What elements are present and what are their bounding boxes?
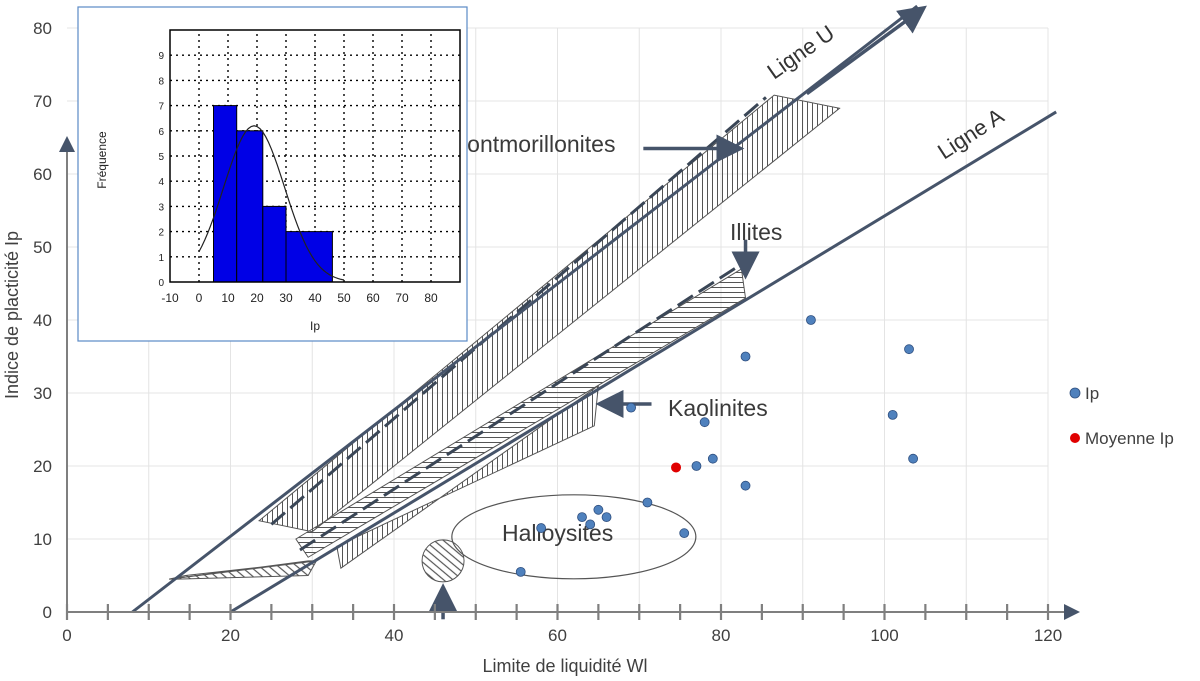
inset-y-tick-label: 0 [158, 278, 164, 289]
y-tick-label: 10 [33, 530, 52, 549]
data-point-ip [740, 480, 751, 491]
y-axis-title: Indice de placticité Ip [2, 231, 22, 399]
data-point-ip [585, 519, 596, 530]
y-tick-label: 80 [33, 19, 52, 38]
x-tick-label: 60 [548, 626, 567, 645]
inset-x-axis-title: Ip [310, 319, 320, 333]
data-points [515, 315, 919, 577]
inset-y-tick-label: 6 [158, 127, 164, 138]
ligne-u-arrow [805, 5, 927, 96]
illites-label: Illites [730, 219, 782, 245]
x-tick-label: 80 [712, 626, 731, 645]
legend-label-moyenne: Moyenne Ip [1085, 429, 1174, 448]
inset-x-tick-labels: -10 0 10 20 30 40 50 60 70 80 [161, 291, 438, 305]
legend-label-ip: Ip [1085, 384, 1099, 403]
reference-lines [131, 4, 1057, 620]
y-tick-labels: 0 10 20 30 40 50 60 70 80 [33, 19, 52, 622]
inset-x-tick-label: 50 [337, 291, 351, 305]
inset-x-tick-label: 70 [395, 291, 409, 305]
histogram-bar [236, 130, 264, 283]
y-tick-label: 60 [33, 165, 52, 184]
inset-y-tick-label: 7 [158, 102, 164, 113]
kaolinite-zone [336, 384, 599, 570]
y-tick-label: 0 [43, 603, 52, 622]
inset-x-tick-label: 10 [221, 291, 235, 305]
inset-normal-curve [198, 125, 345, 281]
ligne-u [131, 4, 919, 614]
illite-boundary [299, 260, 747, 552]
data-point-moyenne [671, 462, 682, 473]
inset-x-tick-label: 60 [366, 291, 380, 305]
data-point-ip [626, 402, 636, 413]
data-point-ip [908, 453, 919, 464]
montmorillonite-boundary [270, 96, 767, 526]
data-point-ip [642, 497, 653, 508]
inset-y-tick-label: 5 [158, 152, 164, 163]
montmorillonites-label: Montmorillonites [448, 131, 615, 157]
data-point-ip [707, 453, 718, 464]
x-tick-label: 40 [385, 626, 404, 645]
x-tick-label: 20 [221, 626, 240, 645]
data-point-ip [691, 461, 702, 471]
inset-bars [213, 105, 333, 283]
y-tick-label: 40 [33, 311, 52, 330]
axes [59, 136, 1080, 620]
data-point-ip [601, 512, 612, 522]
legend-marker-ip [1069, 387, 1081, 399]
legend-marker-moyenne [1070, 433, 1080, 443]
histogram-bar [262, 205, 287, 283]
ligne-a-label: Ligne A [933, 103, 1008, 164]
inset-x-tick-label: 80 [424, 291, 438, 305]
halloysites-label: Halloysites [502, 520, 613, 546]
data-point-ip [887, 409, 898, 420]
data-point-ip [593, 504, 604, 515]
inset-y-axis-title: Fréquence [95, 131, 109, 189]
illite-zone [295, 268, 747, 558]
inset-histogram: -10 0 10 20 30 40 50 60 70 80 0 1 2 3 4 5 6 7 8 9 Ip Fréqu… [77, 6, 468, 342]
data-point-ip [577, 512, 587, 522]
histogram-bar [285, 231, 333, 283]
data-point-ip [536, 523, 547, 533]
data-point-ip [699, 417, 710, 428]
inset-x-tick-label: 20 [250, 291, 264, 305]
ligne-a [229, 110, 1057, 614]
inset-x-tick-label: 0 [196, 291, 203, 305]
inset-y-tick-label: 1 [158, 253, 164, 264]
y-tick-label: 70 [33, 92, 52, 111]
x-tick-label: 0 [62, 626, 71, 645]
y-tick-label: 50 [33, 238, 52, 257]
kaolinites-label: Kaolinites [668, 395, 768, 421]
data-point-ip [515, 566, 526, 577]
data-point-ip [679, 528, 690, 539]
inset-y-tick-label: 4 [158, 177, 164, 188]
x-tick-label: 120 [1034, 626, 1062, 645]
inset-x-tick-label: -10 [161, 291, 179, 305]
data-point-ip [806, 315, 816, 325]
inset-y-tick-label: 2 [158, 228, 164, 239]
data-point-ip [740, 351, 751, 362]
x-tick-label: 100 [870, 626, 898, 645]
halloysite-hatched-circle [421, 539, 465, 583]
low-plasticity-zone [169, 560, 318, 580]
inset-plot-border [169, 29, 461, 283]
inset-x-tick-label: 30 [279, 291, 293, 305]
inset-y-tick-label: 8 [158, 76, 164, 87]
y-tick-label: 20 [33, 457, 52, 476]
inset-x-tick-label: 40 [308, 291, 322, 305]
data-point-ip [904, 344, 914, 355]
inset-y-tick-labels: 0 1 2 3 4 5 6 7 8 9 [158, 51, 164, 289]
legend: Ip Moyenne Ip [1069, 384, 1174, 448]
x-tick-labels: 0 20 40 60 80 100 120 [62, 626, 1062, 645]
x-axis-title: Limite de liquidité Wl [482, 656, 647, 676]
y-tick-label: 30 [33, 384, 52, 403]
inset-y-tick-label: 9 [158, 51, 164, 62]
inset-y-tick-label: 3 [158, 202, 164, 213]
halloysite-ellipse [451, 494, 697, 580]
histogram-bar [213, 105, 238, 283]
